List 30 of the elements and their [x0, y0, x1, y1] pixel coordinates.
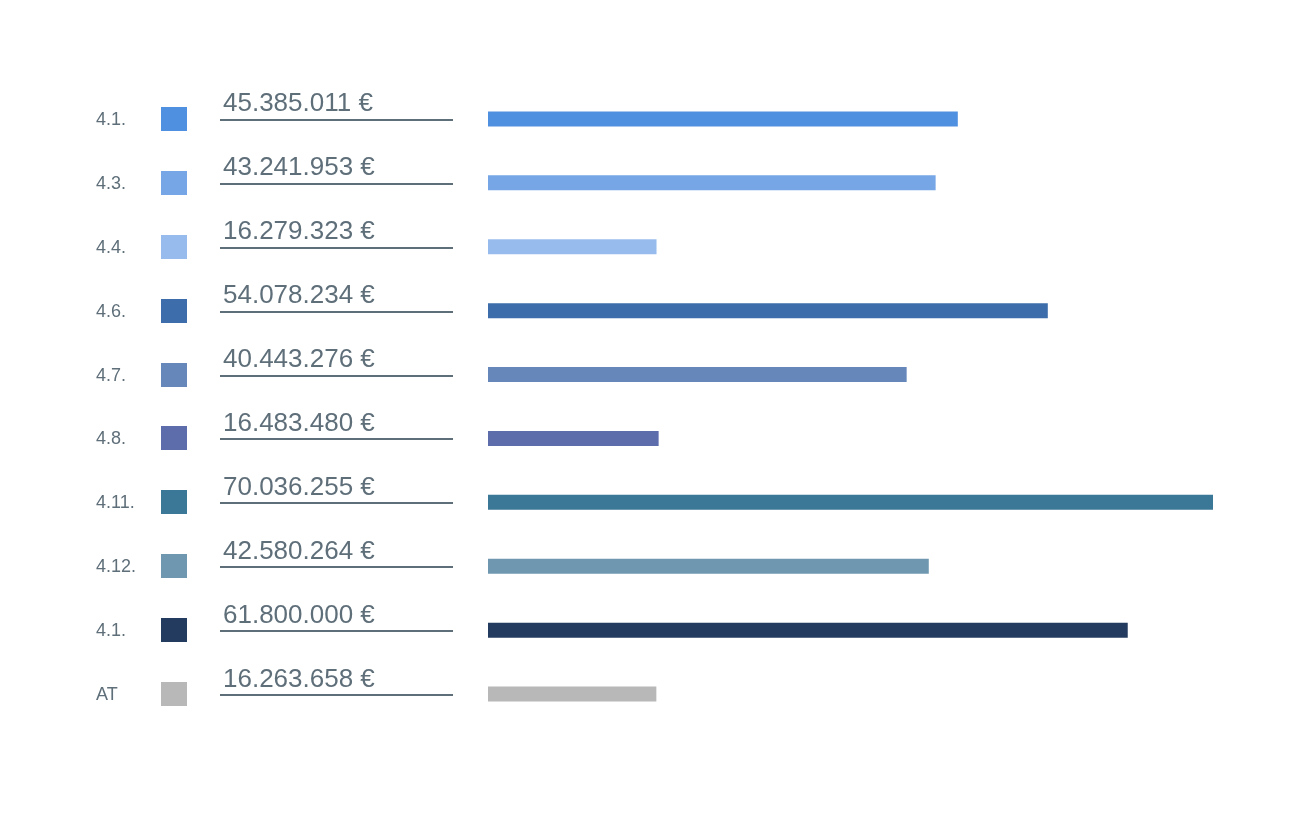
y-tick-label: 4.7.: [96, 364, 127, 385]
y-tick-label: 4.11.: [96, 492, 135, 513]
data-label: 61.800.000 €: [223, 598, 376, 629]
y-tick-label: 4.1.: [96, 108, 127, 129]
y-tick-label: 4.1.: [96, 620, 127, 641]
bar: [488, 303, 1048, 319]
bar: [488, 494, 1213, 510]
y-tick-label: 4.12.: [96, 556, 137, 577]
data-label: 40.443.276 €: [223, 343, 376, 374]
data-label: 70.036.255 €: [223, 470, 376, 501]
y-tick-label: 4.8.: [96, 428, 127, 449]
data-label: 43.241.953 €: [223, 151, 376, 182]
y-tick-label: 4.4.: [96, 236, 127, 257]
data-label: 16.263.658 €: [223, 662, 376, 693]
y-tick-label: 4.3.: [96, 172, 127, 193]
bar: [488, 367, 907, 383]
bar: [488, 111, 958, 127]
bar: [488, 558, 929, 574]
bar: [488, 430, 659, 446]
bar: [488, 239, 657, 255]
data-label: 16.483.480 €: [223, 406, 376, 437]
data-label: 54.078.234 €: [223, 279, 376, 310]
bar: [488, 175, 936, 191]
bar: [488, 622, 1128, 638]
y-tick-label: AT: [96, 684, 118, 705]
data-label: 42.580.264 €: [223, 534, 376, 565]
data-label: 16.279.323 €: [223, 215, 376, 246]
y-tick-label: 4.6.: [96, 300, 127, 321]
data-label: 45.385.011 €: [223, 87, 374, 118]
bar: [488, 686, 657, 702]
